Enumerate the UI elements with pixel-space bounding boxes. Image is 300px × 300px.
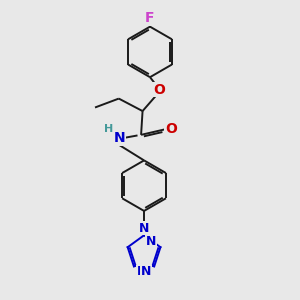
Text: N: N xyxy=(114,131,125,145)
Text: N: N xyxy=(146,236,156,248)
Text: N: N xyxy=(141,265,151,278)
Text: F: F xyxy=(145,11,155,25)
Text: O: O xyxy=(153,83,165,97)
Text: O: O xyxy=(165,122,177,136)
Text: N: N xyxy=(139,222,149,235)
Text: N: N xyxy=(137,265,147,278)
Text: H: H xyxy=(104,124,113,134)
